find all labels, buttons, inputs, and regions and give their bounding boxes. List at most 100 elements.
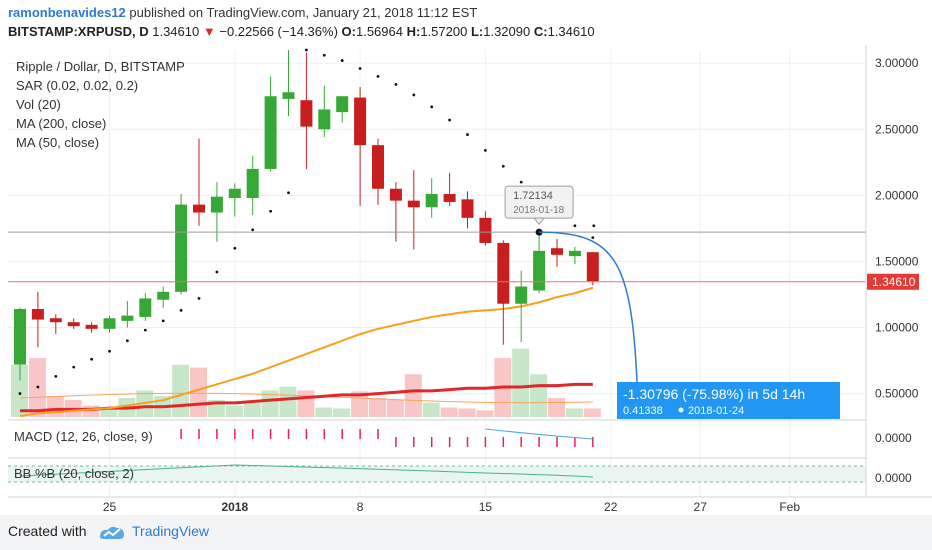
candle-body xyxy=(568,250,581,257)
ma50-line xyxy=(19,286,594,418)
y-tick-label: 2.50000 xyxy=(875,122,919,136)
last-price-tag-text: 1.34610 xyxy=(872,275,916,289)
sar-dot xyxy=(18,392,22,395)
bb-label: BB %B (20, close, 2) xyxy=(14,466,134,481)
y-tick-label: 3.00000 xyxy=(875,56,919,70)
volume-bar xyxy=(11,364,28,417)
annotation-price: 1.72134 xyxy=(513,190,553,202)
close-label: C: xyxy=(533,24,548,39)
sar-dot xyxy=(591,236,595,240)
footer-bar: Created with TradingView xyxy=(0,515,932,550)
close-value: 1.34610 xyxy=(547,24,595,39)
volume-bar xyxy=(583,408,601,417)
projection-date: 2018-01-24 xyxy=(688,405,744,417)
sar-dot xyxy=(179,308,183,312)
low-label: L: xyxy=(470,24,484,39)
symbol-label: BITSTAMP:XRPUSD, D xyxy=(8,24,149,39)
candle-body xyxy=(372,145,384,189)
candle-body xyxy=(193,204,205,213)
candle-body xyxy=(157,291,170,300)
candle-body xyxy=(336,96,349,113)
sar-dot xyxy=(54,374,58,378)
candle-body xyxy=(551,248,563,255)
candle-body xyxy=(586,252,599,282)
candle-body xyxy=(354,97,367,146)
sar-dot xyxy=(519,180,523,184)
macd-signal-line xyxy=(485,428,593,440)
x-tick-label: 2018 xyxy=(221,500,248,514)
sar-dot xyxy=(412,93,416,97)
sar-dot xyxy=(251,228,255,232)
volume-bar xyxy=(476,410,494,417)
x-tick-label: Feb xyxy=(779,500,800,514)
volume-bar xyxy=(440,407,458,417)
candle-body xyxy=(121,315,134,321)
sar-dot xyxy=(430,105,434,109)
annotation-pointer xyxy=(533,217,546,225)
x-tick-label: 25 xyxy=(103,500,117,514)
candle-body xyxy=(67,322,80,327)
sar-dot xyxy=(592,224,596,228)
volume-bar xyxy=(404,374,422,417)
tradingview-brand-link[interactable]: TradingView xyxy=(132,523,210,539)
candle-body xyxy=(49,318,62,323)
sar-dot xyxy=(287,191,290,195)
sar-dot xyxy=(394,82,398,86)
last-price-tag xyxy=(867,273,919,290)
volume-bar xyxy=(261,390,279,417)
projection-box xyxy=(617,382,840,419)
candle-body xyxy=(210,196,223,213)
y-tick-label: 1.50000 xyxy=(875,254,919,268)
candle-body xyxy=(300,100,313,127)
sar-dot xyxy=(448,118,451,122)
volume-bar xyxy=(565,408,583,417)
candle-body xyxy=(103,318,116,329)
candle-body xyxy=(228,188,241,198)
volume-bar xyxy=(458,408,476,417)
sar-dot xyxy=(233,246,237,250)
candle-body xyxy=(497,242,510,304)
x-tick-label: 8 xyxy=(357,500,364,514)
sar-dot xyxy=(72,365,76,369)
legend-item: MA (50, close) xyxy=(16,135,99,150)
macd-label: MACD (12, 26, close, 9) xyxy=(14,429,153,444)
candle-body xyxy=(139,298,152,317)
price-chart[interactable]: 1.72134 2018-01-18 -1.30796 (-75.98%) in 5… xyxy=(0,45,932,515)
projection-arrow xyxy=(539,231,639,406)
sar-dot xyxy=(305,48,308,52)
ohlc-line: BITSTAMP:XRPUSD, D 1.34610 ▼ −0.22566 (−… xyxy=(8,24,595,39)
volume-bar xyxy=(530,374,548,417)
y-tick-label: 2.00000 xyxy=(875,188,919,202)
sar-dot xyxy=(269,209,272,213)
candle-body xyxy=(407,200,420,208)
author-link[interactable]: ramonbenavides12 xyxy=(8,5,126,20)
candle-body xyxy=(14,309,26,365)
bb-line xyxy=(19,464,593,478)
sar-dot xyxy=(484,149,487,152)
volume-ma-line xyxy=(19,392,593,404)
volume-bar xyxy=(297,390,315,417)
candle-body xyxy=(425,194,438,208)
candle-body xyxy=(479,217,492,243)
sar-dot xyxy=(322,53,326,57)
open-value: 1.56964 xyxy=(355,24,403,39)
sar-dot xyxy=(466,133,469,136)
candle-body xyxy=(443,194,456,202)
volume-bar xyxy=(225,405,243,417)
projection-change: -1.30796 (-75.98%) in 5d 14h xyxy=(623,386,805,402)
volume-bar xyxy=(333,408,351,417)
volume-bar xyxy=(279,386,297,417)
volume-bar xyxy=(46,396,64,417)
x-tick-label: 22 xyxy=(604,500,618,514)
volume-bar xyxy=(386,399,404,417)
clock-icon xyxy=(678,407,684,413)
annotation-date: 2018-01-18 xyxy=(513,205,565,216)
low-value: 1.32090 xyxy=(483,24,531,39)
candle-body xyxy=(85,324,98,329)
sar-dot xyxy=(573,224,577,228)
x-tick-label: 15 xyxy=(479,500,493,514)
change-value: −0.22566 (−14.36%) xyxy=(219,24,338,39)
bb-value: 0.0000 xyxy=(875,471,912,485)
volume-bar xyxy=(315,407,333,417)
volume-bar xyxy=(100,409,118,417)
